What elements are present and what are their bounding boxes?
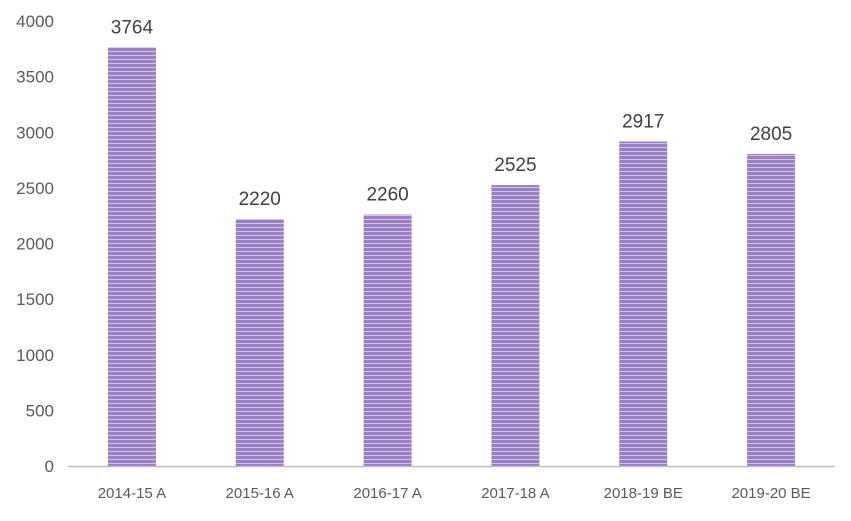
x-axis: 2014-15 A 2015-16 A 2016-17 A 2017-18 A 2018…	[98, 485, 811, 502]
y-tick-label: 1000	[16, 346, 54, 365]
y-tick-label: 500	[26, 401, 54, 420]
x-tick-label: 2017-18 A	[481, 485, 549, 502]
bar	[619, 141, 668, 466]
data-label: 2525	[494, 155, 536, 176]
bar	[491, 185, 540, 466]
x-tick-label: 2015-16 A	[226, 485, 294, 502]
y-tick-label: 1500	[16, 290, 54, 309]
y-tick-label: 0	[45, 457, 54, 476]
y-tick-label: 4000	[16, 12, 54, 31]
y-tick-label: 2000	[16, 235, 54, 254]
data-label: 2917	[622, 111, 664, 132]
y-tick-label: 3500	[16, 68, 54, 87]
y-axis: 0 500 1000 1500 2000 2500 3000 3500 4000	[16, 12, 54, 476]
bars-group	[107, 47, 796, 466]
bar	[747, 153, 796, 466]
data-label: 2260	[366, 185, 408, 206]
data-label: 2220	[239, 189, 281, 210]
data-label: 2805	[750, 124, 792, 145]
bar	[363, 214, 412, 466]
x-tick-label: 2014-15 A	[98, 485, 166, 502]
x-tick-label: 2018-19 BE	[604, 485, 683, 502]
bar	[235, 219, 284, 466]
y-tick-label: 2500	[16, 179, 54, 198]
x-tick-label: 2016-17 A	[353, 485, 421, 502]
x-tick-label: 2019-20 BE	[731, 485, 810, 502]
y-tick-label: 3000	[16, 123, 54, 142]
data-labels-group: 3764 2220 2260 2525 2917 2805	[111, 17, 792, 210]
bar	[107, 47, 156, 466]
data-label: 3764	[111, 17, 154, 38]
